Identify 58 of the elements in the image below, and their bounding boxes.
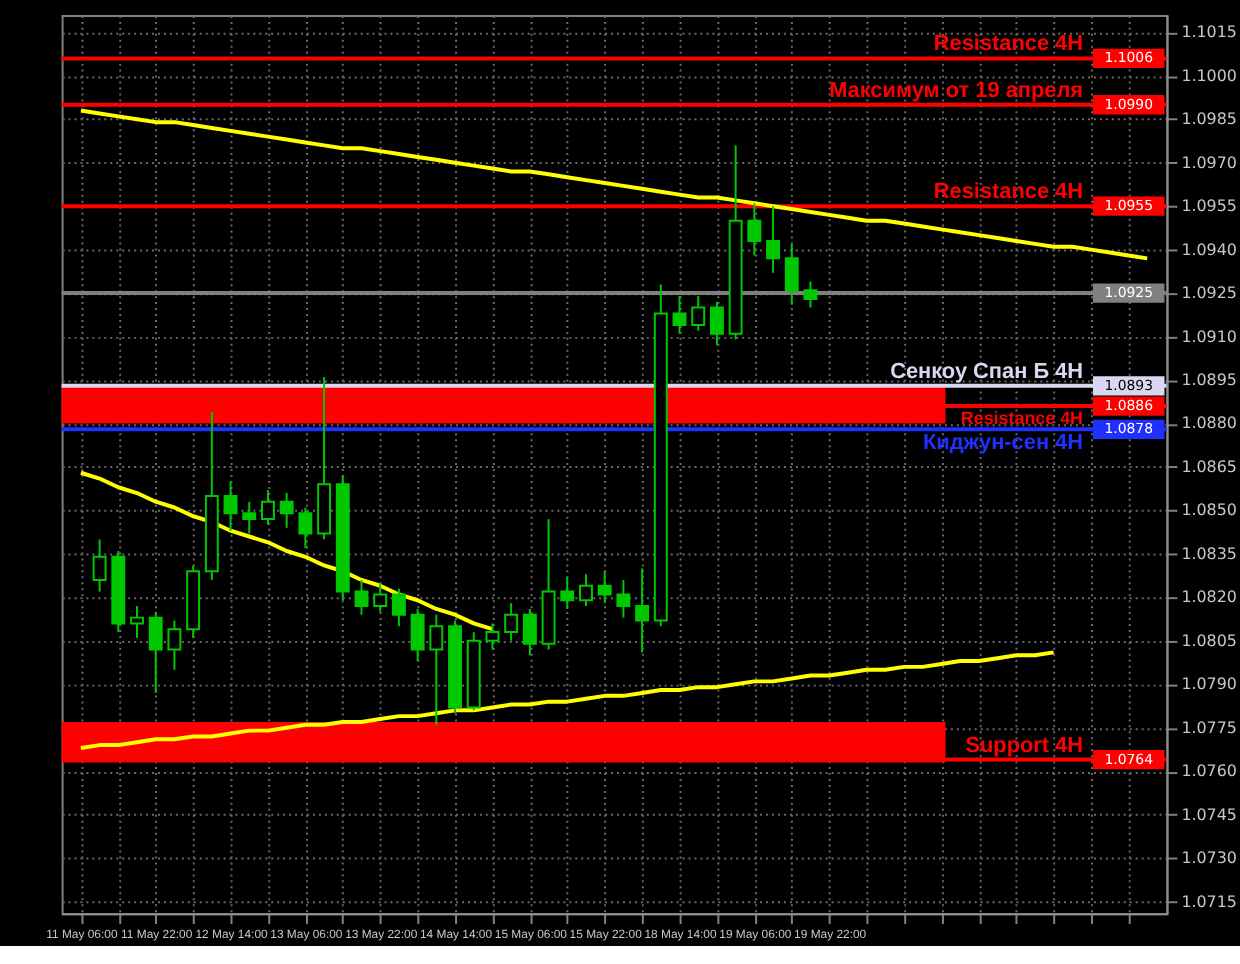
candlestick	[560, 576, 575, 610]
candlestick	[504, 602, 519, 642]
ref-line-label: Support 4H	[965, 733, 1084, 758]
candlestick	[391, 587, 406, 628]
y-tick-label: 1.0910	[1181, 327, 1237, 346]
candlestick	[130, 605, 144, 639]
ref-line-label: Resistance 4H	[960, 407, 1084, 428]
y-tick-label: 1.0805	[1181, 631, 1237, 650]
candlestick	[597, 570, 612, 605]
candlestick	[279, 492, 294, 529]
y-tick-label: 1.0760	[1181, 762, 1237, 781]
y-tick-label: 1.0940	[1181, 240, 1237, 259]
ref-line-label: Максимум от 19 апреля	[829, 78, 1084, 103]
ref-line-label: Resistance 4H	[933, 32, 1084, 57]
y-tick-label: 1.0775	[1181, 718, 1237, 737]
candlestick	[298, 506, 313, 550]
candlestick	[522, 607, 537, 657]
y-tick-label: 1.0745	[1181, 805, 1237, 824]
y-tick-label: 1.0835	[1181, 544, 1237, 563]
candlestick	[485, 622, 500, 651]
y-tick-label: 1.0880	[1181, 414, 1237, 433]
y-tick-label: 1.1000	[1181, 66, 1237, 85]
y-tick-label: 1.0895	[1181, 371, 1237, 389]
candlestick	[410, 607, 425, 663]
y-tick-label: 1.0715	[1181, 892, 1237, 911]
candlestick	[784, 242, 799, 306]
candlestick	[92, 538, 107, 593]
candlestick	[223, 480, 238, 532]
candlestick	[691, 295, 706, 332]
y-tick-label: 1.0790	[1181, 675, 1237, 694]
y-tick-label: 1.1015	[1181, 23, 1237, 42]
y-tick-label: 1.0925	[1181, 284, 1237, 303]
y-tick-label: 1.0850	[1181, 501, 1237, 520]
line-series	[78, 108, 1150, 261]
candlestick	[261, 489, 275, 526]
y-tick-label: 1.0970	[1181, 153, 1237, 172]
ref-line-label: Resistance 4H	[933, 180, 1084, 205]
candlestick	[354, 578, 369, 616]
candlestick	[803, 280, 818, 309]
ref-line-label: Сенкоу Спан Б 4H	[890, 359, 1084, 384]
candlestick	[167, 619, 182, 671]
candlestick	[148, 610, 163, 694]
candlestick	[672, 295, 687, 335]
candlestick	[373, 581, 388, 613]
candlestick	[616, 578, 631, 619]
y-tick-label: 1.0730	[1181, 849, 1237, 868]
candlestick	[747, 202, 762, 257]
candlestick	[709, 300, 724, 347]
candlestick	[579, 573, 593, 608]
y-tick-label: 1.0985	[1181, 110, 1237, 129]
candlestick	[429, 613, 444, 726]
y-tick-label: 1.0865	[1181, 457, 1237, 476]
candlestick	[766, 205, 781, 274]
ref-line-label: Киджун-сен 4H	[923, 431, 1084, 456]
y-tick-label: 1.0820	[1181, 588, 1237, 607]
y-tick-label: 1.0955	[1181, 197, 1237, 216]
candlestick	[635, 567, 650, 654]
candlestick	[242, 500, 257, 535]
